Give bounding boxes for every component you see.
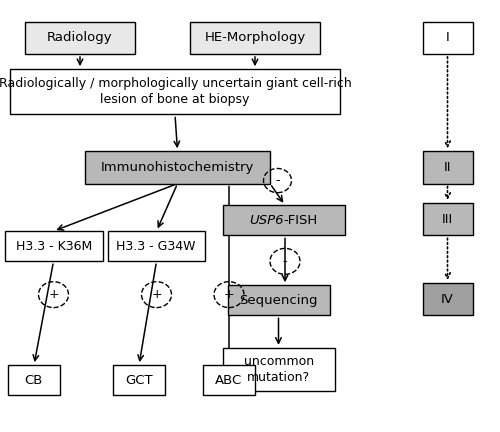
Text: -: - — [275, 174, 280, 187]
FancyBboxPatch shape — [422, 22, 472, 54]
FancyBboxPatch shape — [10, 69, 340, 114]
Text: Sequencing: Sequencing — [240, 294, 318, 307]
FancyBboxPatch shape — [108, 231, 205, 261]
Text: GCT: GCT — [125, 374, 152, 387]
Text: Immunohistochemistry: Immunohistochemistry — [101, 161, 254, 174]
Text: +: + — [224, 288, 234, 301]
FancyBboxPatch shape — [228, 285, 330, 315]
Text: IV: IV — [441, 292, 454, 306]
Text: ABC: ABC — [215, 374, 242, 387]
FancyBboxPatch shape — [112, 365, 165, 395]
Text: I: I — [446, 31, 450, 44]
FancyBboxPatch shape — [190, 22, 320, 54]
Text: III: III — [442, 213, 453, 226]
FancyBboxPatch shape — [5, 231, 102, 261]
Text: HE-Morphology: HE-Morphology — [204, 31, 306, 44]
Text: CB: CB — [24, 374, 43, 387]
Text: +: + — [48, 288, 59, 301]
Text: -FISH: -FISH — [284, 214, 318, 227]
FancyBboxPatch shape — [222, 348, 335, 391]
Text: II: II — [444, 161, 451, 174]
Text: Radiology: Radiology — [47, 31, 113, 44]
Text: -: - — [283, 255, 287, 268]
FancyBboxPatch shape — [25, 22, 135, 54]
FancyBboxPatch shape — [8, 365, 60, 395]
FancyBboxPatch shape — [422, 203, 472, 235]
Text: Radiologically / morphologically uncertain giant cell-rich
lesion of bone at bio: Radiologically / morphologically uncerta… — [0, 77, 352, 106]
FancyBboxPatch shape — [422, 151, 472, 184]
Text: H3.3 - G34W: H3.3 - G34W — [116, 240, 196, 253]
Text: uncommon
mutation?: uncommon mutation? — [244, 355, 314, 384]
Text: H3.3 - K36M: H3.3 - K36M — [16, 240, 92, 253]
FancyBboxPatch shape — [222, 205, 345, 235]
Text: USP6: USP6 — [249, 214, 284, 227]
Text: +: + — [151, 288, 162, 301]
FancyBboxPatch shape — [422, 283, 472, 315]
FancyBboxPatch shape — [85, 151, 270, 184]
FancyBboxPatch shape — [202, 365, 255, 395]
